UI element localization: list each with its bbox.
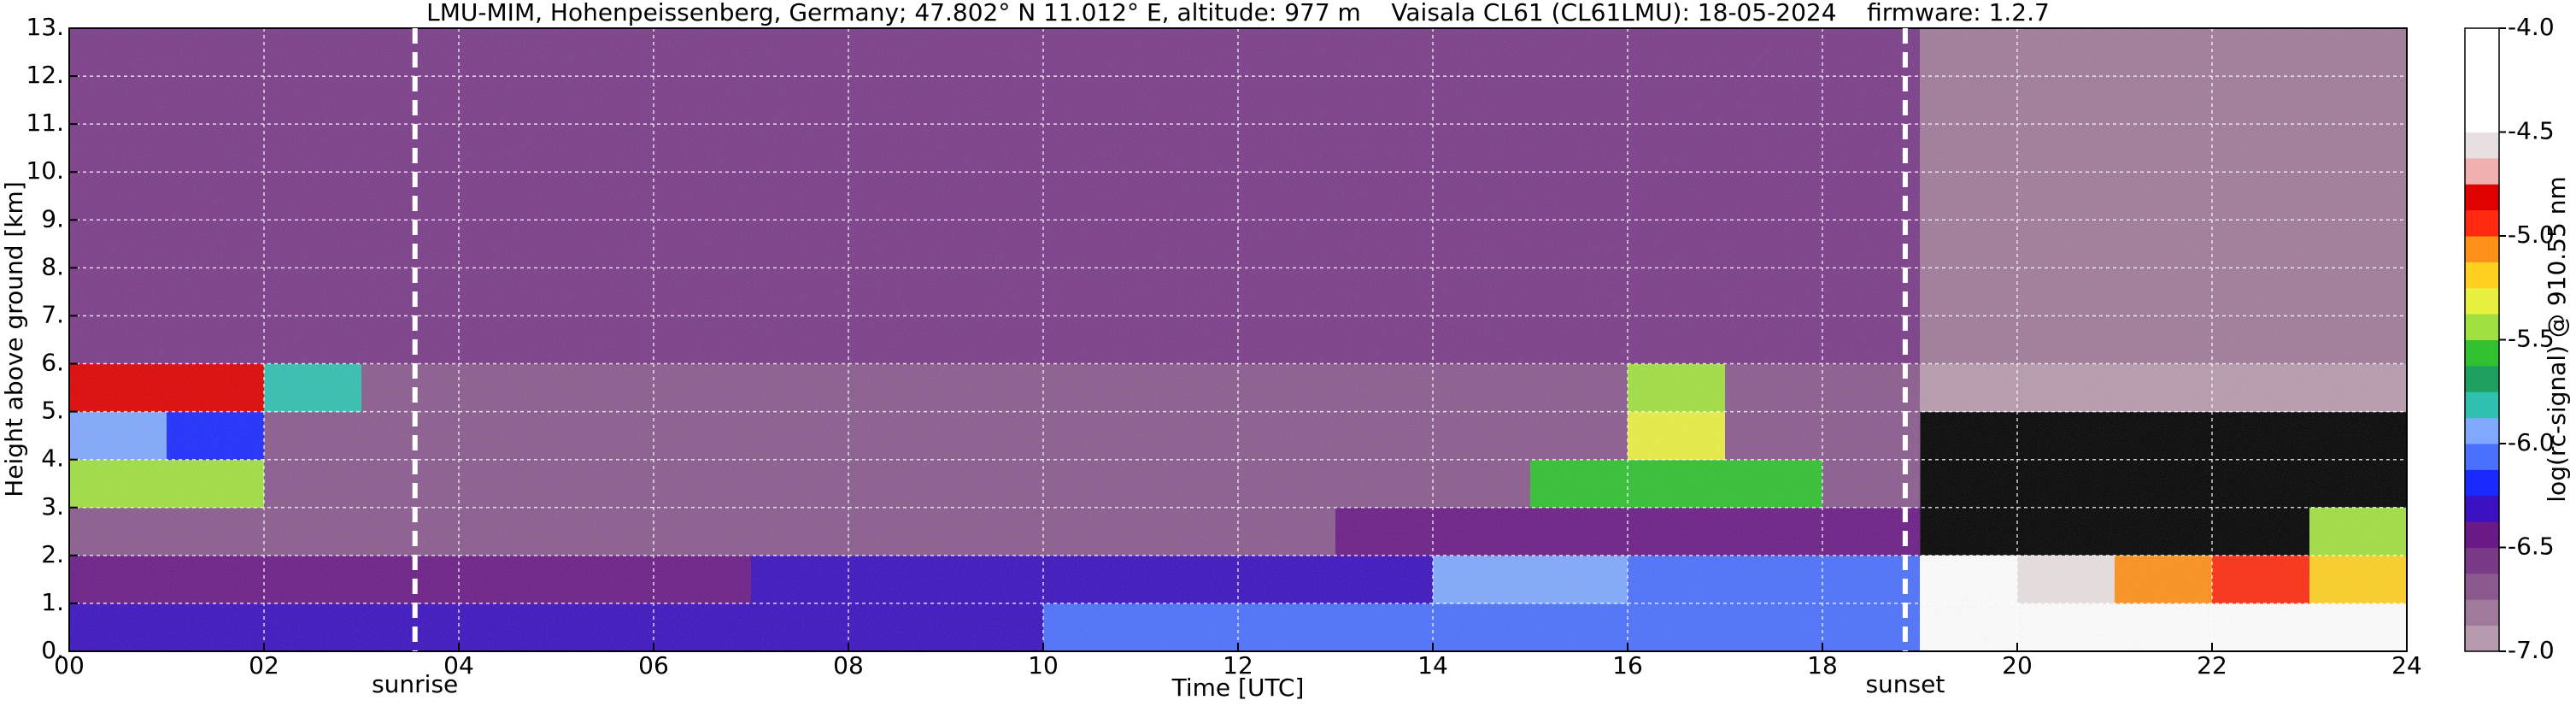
y-tick-label: 3. bbox=[41, 492, 64, 521]
y-tick-label: 1. bbox=[41, 588, 64, 616]
x-tick-label: 14 bbox=[1417, 651, 1448, 680]
x-tick-label: 20 bbox=[2002, 651, 2033, 680]
y-tick-label: 4. bbox=[41, 444, 64, 473]
colorbar-segment bbox=[2465, 79, 2499, 107]
x-tick-label: 16 bbox=[1612, 651, 1643, 680]
x-tick-label: 12 bbox=[1223, 651, 1253, 680]
x-tick-label: 00 bbox=[54, 651, 85, 680]
y-tick-label: 11. bbox=[26, 109, 64, 137]
colorbar-segment bbox=[2465, 625, 2499, 652]
x-tick-label: 10 bbox=[1028, 651, 1059, 680]
colorbar-tick-label: -6.0 bbox=[2508, 428, 2555, 456]
y-axis-label: Height above ground [km] bbox=[0, 181, 28, 497]
colorbar-segment bbox=[2465, 339, 2499, 367]
colorbar-segment bbox=[2465, 157, 2499, 185]
colorbar-segment bbox=[2465, 28, 2499, 55]
x-axis-label: Time [UTC] bbox=[1171, 674, 1305, 702]
y-tick-label: 7. bbox=[41, 300, 64, 328]
colorbar-segment bbox=[2465, 547, 2499, 574]
annotation-label: sunset bbox=[1865, 670, 1945, 698]
colorbar-tick-label: -5.5 bbox=[2508, 325, 2555, 353]
colorbar-segment bbox=[2465, 417, 2499, 444]
colorbar-segment bbox=[2465, 262, 2499, 289]
y-tick-label: 13. bbox=[26, 13, 64, 41]
colorbar-segment bbox=[2465, 132, 2499, 159]
colorbar-segment bbox=[2465, 599, 2499, 627]
colorbar-segment bbox=[2465, 365, 2499, 392]
colorbar-tick-label: -5.0 bbox=[2508, 221, 2555, 249]
x-tick-label: 04 bbox=[443, 651, 474, 680]
colorbar-label: log(rc-signal) @ 910.55 nm bbox=[2543, 176, 2571, 502]
colorbar-segment bbox=[2465, 521, 2499, 548]
colorbar-segment bbox=[2465, 236, 2499, 262]
colorbar-segment bbox=[2465, 444, 2499, 470]
colorbar-tick-label: -6.5 bbox=[2508, 532, 2555, 561]
x-tick-label: 02 bbox=[249, 651, 279, 680]
y-tick-label: 10. bbox=[26, 156, 64, 185]
y-tick-label: 0. bbox=[41, 636, 64, 664]
colorbar-segment bbox=[2465, 314, 2499, 340]
colorbar-tick-label: -4.5 bbox=[2508, 117, 2555, 145]
y-tick-label: 8. bbox=[41, 252, 64, 280]
colorbar-tick-label: -7.0 bbox=[2508, 636, 2555, 664]
plot-frame bbox=[68, 27, 2408, 652]
y-tick-label: 12. bbox=[26, 61, 64, 89]
colorbar-segment bbox=[2465, 106, 2499, 132]
colorbar-segment bbox=[2465, 184, 2499, 211]
colorbar-segment bbox=[2465, 209, 2499, 237]
colorbar-segment bbox=[2465, 495, 2499, 522]
colorbar-tick-label: -4.0 bbox=[2508, 13, 2555, 41]
colorbar-segment bbox=[2465, 54, 2499, 81]
colorbar-segment bbox=[2465, 391, 2499, 419]
x-tick-label: 18 bbox=[1807, 651, 1838, 680]
x-tick-label: 06 bbox=[638, 651, 669, 680]
y-tick-label: 5. bbox=[41, 397, 64, 425]
y-tick-label: 2. bbox=[41, 540, 64, 568]
x-tick-label: 24 bbox=[2391, 651, 2422, 680]
annotation-label: sunrise bbox=[372, 670, 458, 698]
chart-title: LMU-MIM, Hohenpeissenberg, Germany; 47.8… bbox=[426, 0, 2050, 26]
colorbar-segment bbox=[2465, 287, 2499, 315]
y-tick-label: 9. bbox=[41, 204, 64, 232]
x-tick-label: 08 bbox=[833, 651, 864, 680]
colorbar-segment bbox=[2465, 573, 2499, 600]
x-tick-label: 22 bbox=[2197, 651, 2227, 680]
y-tick-label: 6. bbox=[41, 349, 64, 377]
colorbar-segment bbox=[2465, 469, 2499, 497]
